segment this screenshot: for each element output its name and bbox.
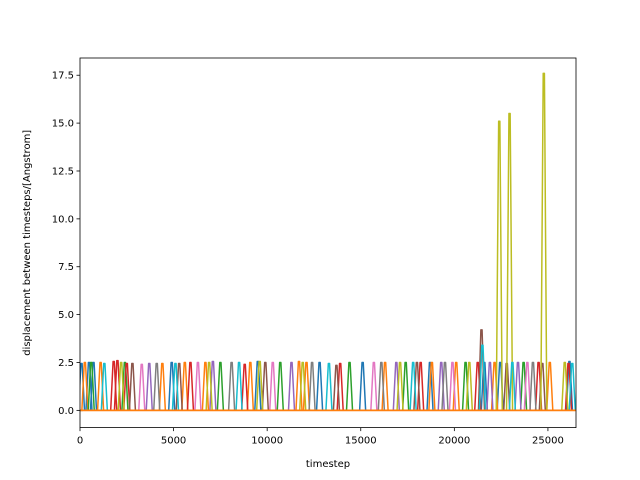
series-5-spike-2 bbox=[261, 361, 270, 411]
series-3-spike-3 bbox=[186, 361, 195, 411]
series-0-spike-6 bbox=[315, 361, 324, 411]
series-2-spike-5 bbox=[401, 361, 410, 411]
series-1-spike-12 bbox=[546, 361, 554, 411]
series-9-spike-6 bbox=[508, 361, 517, 411]
series-0-spike-5 bbox=[254, 360, 262, 411]
series-7-spike-3 bbox=[377, 361, 386, 411]
series-7-spike-1 bbox=[227, 361, 236, 411]
series-7 bbox=[152, 361, 537, 411]
series-8 bbox=[117, 72, 569, 411]
series-7-spike-4 bbox=[441, 361, 449, 411]
series-8-spike-5 bbox=[465, 361, 474, 411]
series-4-spike-6 bbox=[514, 361, 522, 411]
series-1-spike-9 bbox=[428, 361, 436, 411]
series-6-spike-0 bbox=[138, 363, 146, 411]
y-tick-label: 5.0 bbox=[58, 310, 74, 321]
series-8-spike-0 bbox=[117, 361, 125, 411]
series-2-spike-2 bbox=[216, 361, 225, 411]
y-tick-label: 7.5 bbox=[58, 262, 74, 273]
series-3-spike-4 bbox=[240, 363, 249, 411]
series-2-spike-3 bbox=[276, 361, 285, 411]
x-tick-label: 25000 bbox=[532, 436, 564, 447]
x-tick-label: 0 bbox=[77, 436, 83, 447]
x-tick-label: 20000 bbox=[438, 436, 470, 447]
series-7-spike-0 bbox=[152, 362, 161, 411]
series-6-spike-1 bbox=[194, 361, 202, 411]
series-8-spike-1 bbox=[205, 361, 213, 411]
series-5-spike-3 bbox=[332, 364, 341, 411]
series-7-spike-5 bbox=[529, 361, 537, 411]
y-tick-label: 2.5 bbox=[58, 358, 74, 369]
series-9-spike-2 bbox=[235, 361, 243, 411]
plot-area bbox=[80, 72, 576, 412]
series-8-spike-3 bbox=[298, 361, 307, 411]
y-tick-label: 15.0 bbox=[52, 119, 74, 130]
y-tick-label: 17.5 bbox=[52, 71, 74, 82]
x-tick-label: 15000 bbox=[345, 436, 377, 447]
series-4-spike-2 bbox=[287, 361, 296, 411]
series-9-spike-4 bbox=[409, 361, 417, 411]
y-tick-label: 10.0 bbox=[52, 214, 74, 225]
series-0-spike-7 bbox=[358, 361, 367, 411]
series-1-spike-3 bbox=[181, 361, 189, 411]
series-2-spike-0 bbox=[87, 361, 95, 411]
x-axis-label: timestep bbox=[306, 459, 350, 470]
series-1-spike-0 bbox=[81, 361, 89, 411]
series-1-spike-5 bbox=[246, 361, 255, 411]
y-tick-label: 0.0 bbox=[58, 406, 74, 417]
series-2-spike-4 bbox=[345, 361, 354, 411]
series-9-spike-0 bbox=[100, 362, 109, 411]
series-8-spike-6 bbox=[495, 120, 504, 411]
series-8-spike-9 bbox=[561, 361, 569, 411]
series-5-spike-0 bbox=[128, 362, 137, 411]
series-2 bbox=[87, 361, 528, 411]
series-6-spike-2 bbox=[269, 361, 277, 411]
series-9-spike-7 bbox=[568, 362, 576, 411]
series-9-spike-3 bbox=[325, 362, 333, 411]
series-8-spike-2 bbox=[255, 360, 264, 411]
series-9 bbox=[100, 344, 576, 411]
series-8-spike-4 bbox=[396, 361, 404, 411]
series-4-spike-5 bbox=[486, 361, 494, 411]
axes-frame bbox=[79, 57, 577, 429]
series-4-spike-0 bbox=[145, 362, 153, 411]
series-6 bbox=[138, 361, 532, 411]
series-9-spike-5 bbox=[478, 344, 487, 411]
y-axis: 0.0 2.5 5.0 7.5 10.0 12.5 15.0 17.5 bbox=[52, 71, 80, 417]
y-tick-label: 12.5 bbox=[52, 166, 74, 177]
series-8-spike-8 bbox=[540, 72, 548, 411]
series-3-spike-2 bbox=[123, 362, 131, 411]
series-6-spike-3 bbox=[370, 361, 378, 411]
series-0-spike-8 bbox=[426, 361, 434, 411]
series-7-spike-2 bbox=[308, 361, 316, 411]
x-tick-label: 10000 bbox=[251, 436, 283, 447]
series-6-spike-5 bbox=[523, 361, 532, 411]
x-axis: 0 5000 10000 15000 20000 25000 bbox=[77, 427, 564, 447]
series-8-spike-7 bbox=[505, 112, 514, 411]
series-1-spike-2 bbox=[158, 362, 167, 411]
series-0-spike-3 bbox=[89, 361, 98, 411]
y-axis-label: displacement between timesteps/[Angstrom… bbox=[22, 130, 33, 356]
x-tick-label: 5000 bbox=[161, 436, 186, 447]
series-9-spike-1 bbox=[171, 362, 180, 411]
series-6-spike-4 bbox=[448, 361, 457, 411]
